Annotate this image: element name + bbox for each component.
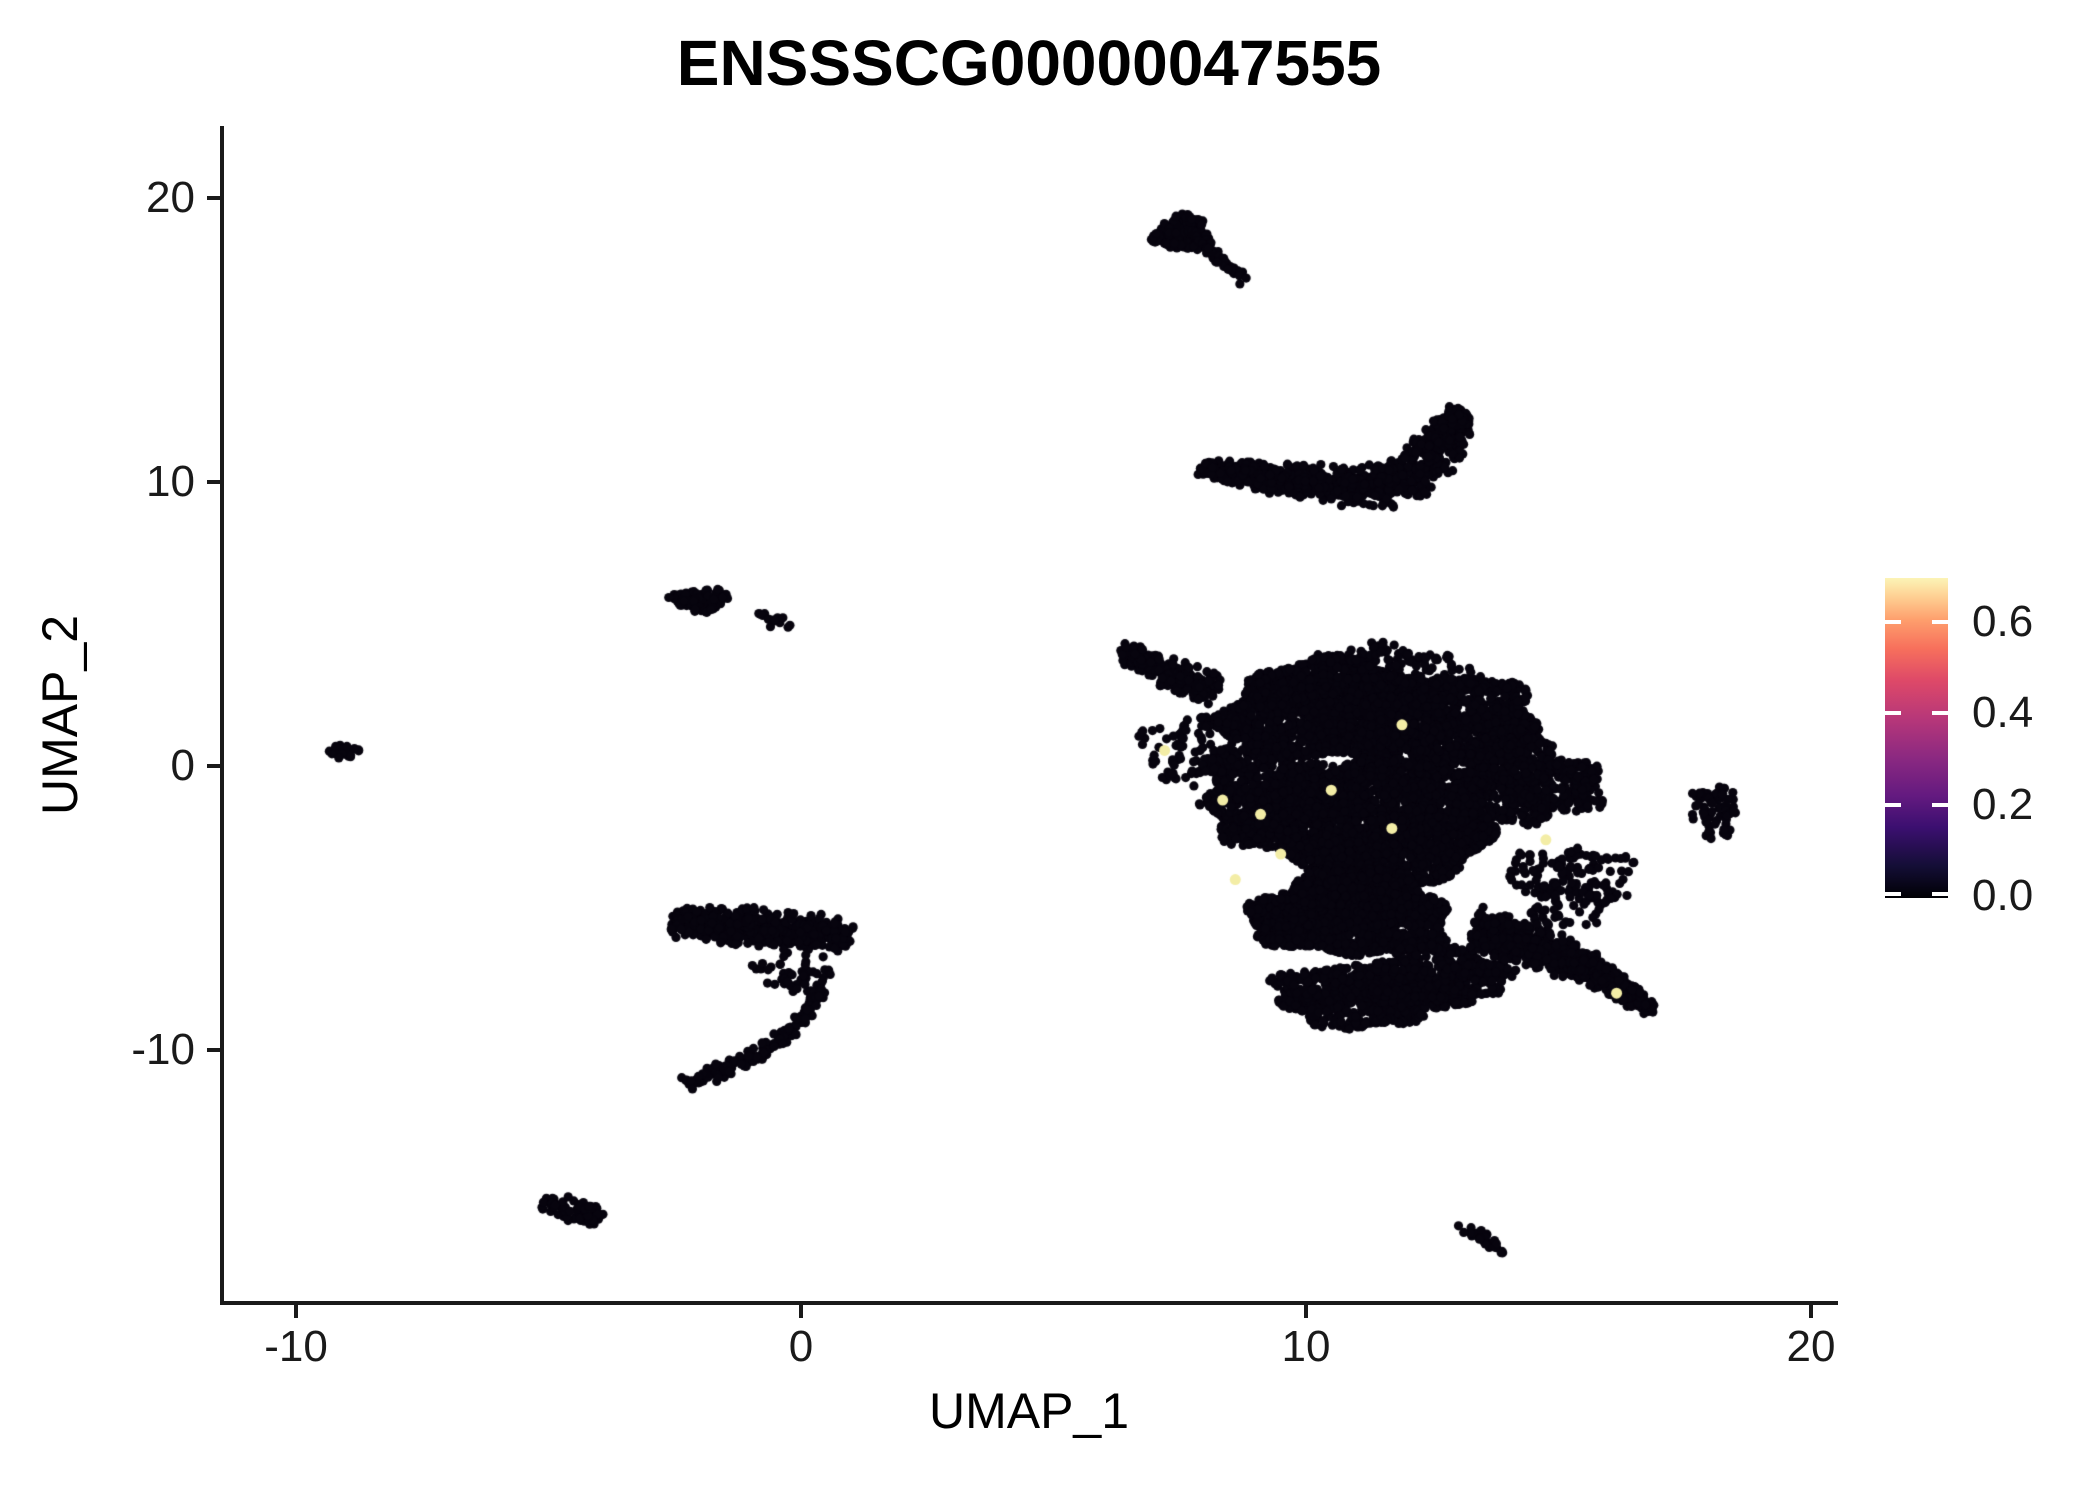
x-tick-label: 0: [788, 1322, 814, 1371]
x-axis-line: [220, 1301, 1838, 1305]
y-tick-mark: [207, 480, 220, 484]
x-axis-title: UMAP_1: [928, 1383, 1130, 1439]
colorbar-tick: [1932, 892, 1948, 896]
x-tick-mark: [799, 1305, 803, 1318]
y-tick-mark: [207, 196, 220, 200]
y-axis-title: UMAP_2: [32, 614, 88, 816]
colorbar-tick: [1885, 803, 1901, 807]
x-tick-label: -10: [264, 1322, 328, 1371]
colorbar-label: 0.0: [1972, 871, 2034, 920]
colorbar-label: 0.4: [1972, 688, 2034, 737]
y-tick-label: 20: [146, 173, 195, 222]
colorbar-tick: [1885, 892, 1901, 896]
x-tick-mark: [1809, 1305, 1813, 1318]
x-tick-mark: [294, 1305, 298, 1318]
colorbar-tick: [1932, 711, 1948, 715]
x-tick-label: 20: [1786, 1322, 1836, 1371]
y-tick-label: -10: [131, 1025, 195, 1074]
colorbar-tick: [1885, 711, 1901, 715]
y-tick-label: 10: [146, 457, 195, 506]
colorbar-tick: [1932, 803, 1948, 807]
colorbar-tick: [1885, 620, 1901, 624]
colorbar-gradient: [1885, 578, 1948, 898]
colorbar-label: 0.6: [1972, 597, 2034, 646]
y-axis-line: [220, 126, 224, 1305]
plot-title: ENSSSCG00000047555: [676, 27, 1382, 99]
colorbar-tick: [1932, 620, 1948, 624]
x-tick-label: 10: [1281, 1322, 1331, 1371]
y-tick-label: 0: [170, 741, 195, 790]
x-tick-mark: [1304, 1305, 1308, 1318]
colorbar-label: 0.2: [1972, 780, 2034, 829]
y-tick-mark: [207, 764, 220, 768]
y-tick-mark: [207, 1048, 220, 1052]
